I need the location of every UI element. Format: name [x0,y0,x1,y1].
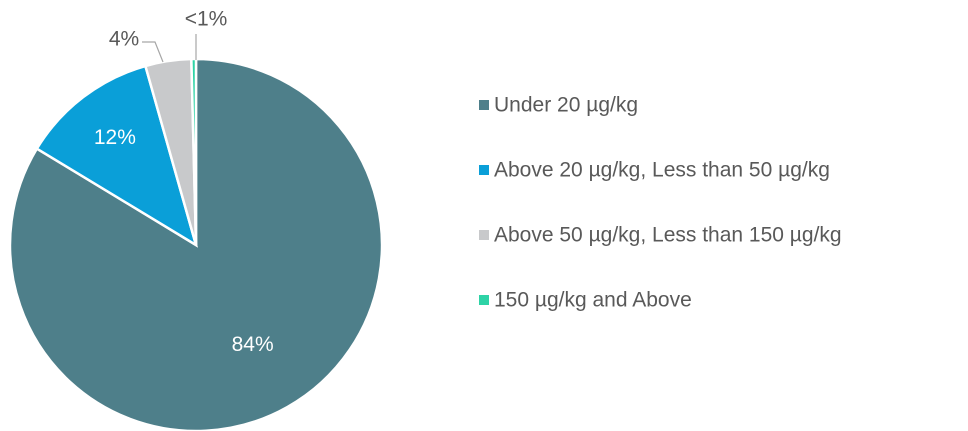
leader-line [142,41,164,63]
data-label: 12% [94,126,136,149]
data-label: 84% [232,333,274,356]
legend-label: Above 20 µg/kg, Less than 50 µg/kg [494,159,830,182]
legend-label: Above 50 µg/kg, Less than 150 µg/kg [494,224,842,247]
legend-swatch [479,295,489,305]
legend-label: 150 µg/kg and Above [494,289,692,312]
legend-label: Under 20 µg/kg [494,94,638,117]
data-label: 4% [109,28,139,51]
data-label: <1% [185,8,228,31]
legend-swatch [479,230,489,240]
legend-swatch [479,100,489,110]
pie-slice [35,64,199,248]
legend-swatch [479,165,489,175]
